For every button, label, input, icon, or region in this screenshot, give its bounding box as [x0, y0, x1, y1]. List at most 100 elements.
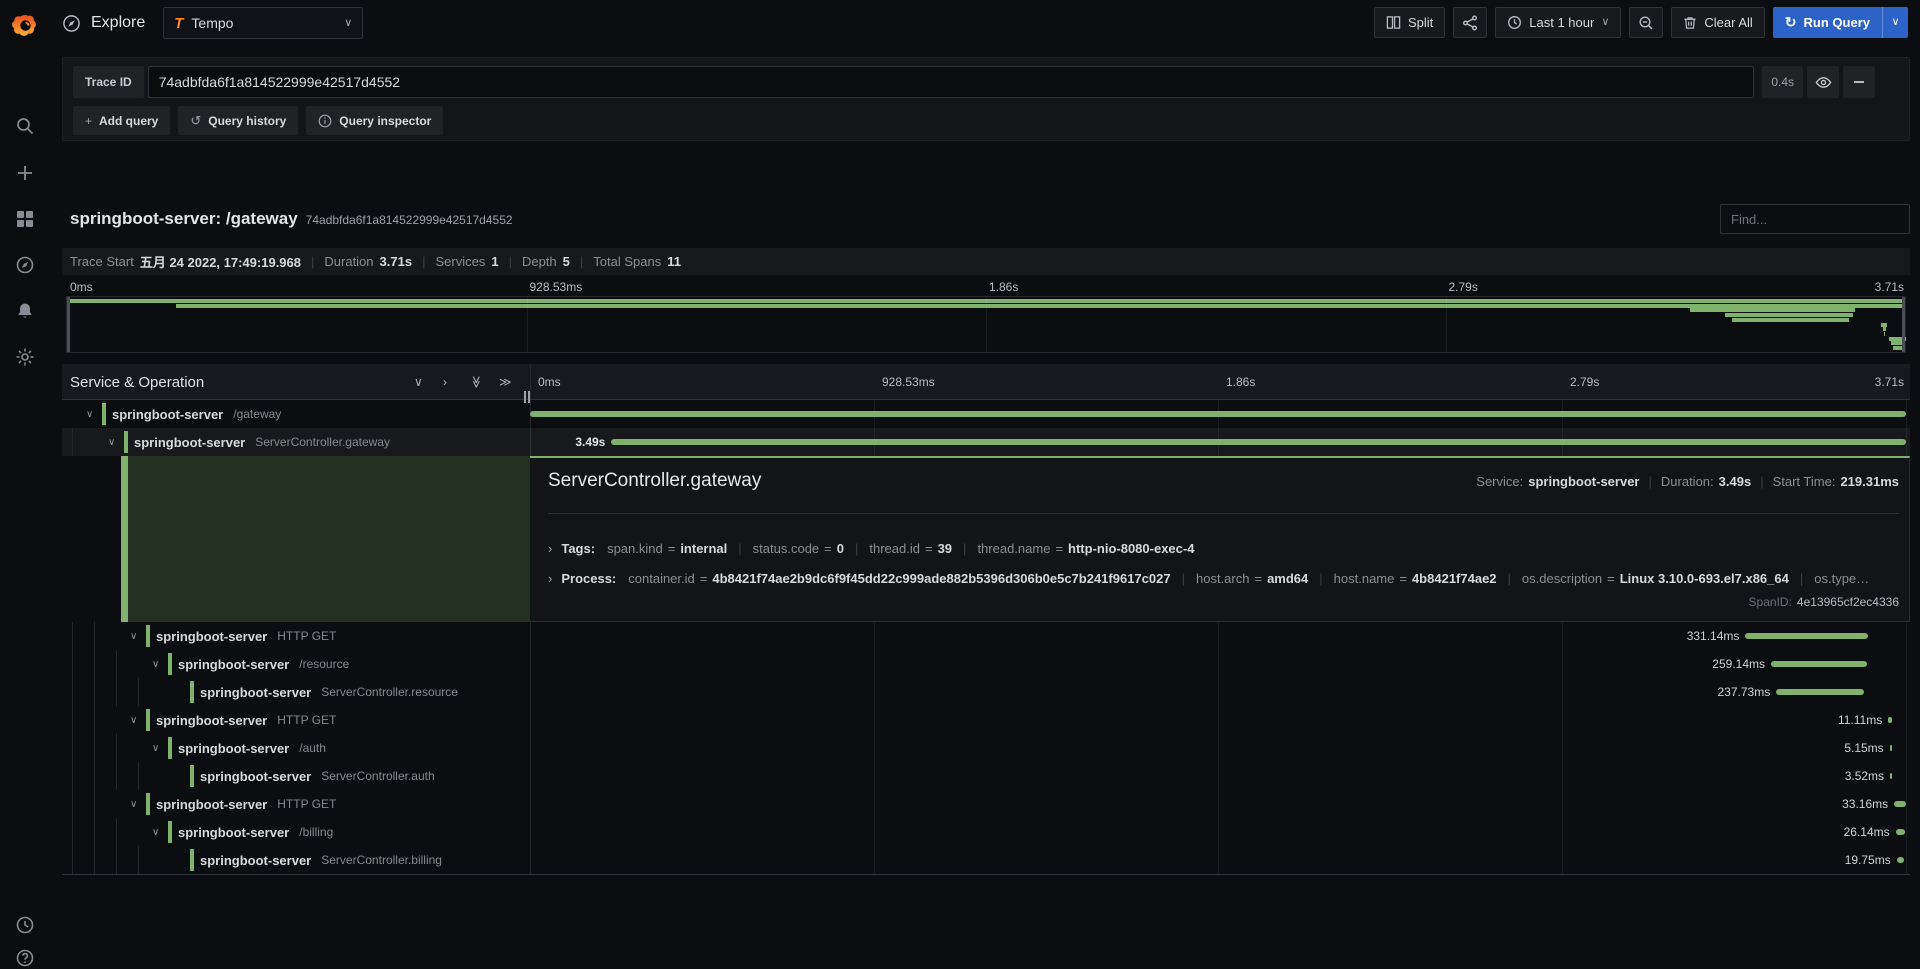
chevron-down-icon[interactable]: ∨ — [130, 798, 138, 810]
chevron-down-icon[interactable]: ∨ — [86, 408, 94, 420]
chevron-down-icon[interactable]: ∨ — [130, 714, 138, 726]
span-service-name[interactable]: springboot-server/resource — [178, 656, 350, 672]
datasource-name: Tempo — [191, 15, 234, 31]
alerting-bell-icon[interactable] — [0, 294, 50, 328]
chevron-down-icon[interactable]: ∨ — [152, 742, 160, 754]
span-row[interactable]: ∨ springboot-server/auth 5.15ms — [62, 734, 1910, 762]
span-row[interactable]: springboot-server ServerController.billin… — [62, 846, 1910, 874]
span-duration-label: 5.15ms — [1844, 741, 1884, 755]
chevron-right-icon[interactable]: › — [548, 571, 553, 586]
grafana-logo[interactable] — [0, 10, 50, 44]
collapse-all-icon[interactable]: ≫ — [469, 375, 484, 389]
span-row[interactable]: ∨ springboot-server HTTP GET 33.16ms — [62, 790, 1910, 818]
span-service-name[interactable]: springboot-server ServerController.billin… — [200, 852, 442, 868]
chevron-down-icon[interactable]: ∨ — [130, 630, 138, 642]
column-resizer-grip[interactable] — [524, 391, 530, 403]
kv-pair: container.id = 4b8421f74ae2b9dc6f9f45dd22c… — [628, 571, 1171, 586]
dashboards-icon[interactable] — [0, 202, 50, 236]
span-row[interactable]: ∨ springboot-server/resource 259.14ms — [62, 650, 1910, 678]
span-service-name[interactable]: springboot-server/gateway — [112, 406, 282, 422]
minimap-left-handle[interactable] — [67, 297, 70, 352]
span-row[interactable]: ∨ springboot-server HTTP GET 11.11ms — [62, 706, 1910, 734]
span-operation-name: HTTP GET — [277, 713, 337, 727]
trace-id-input[interactable] — [147, 66, 1755, 98]
span-service-name[interactable]: springboot-server/auth — [178, 740, 326, 756]
zoom-out-button[interactable] — [1629, 7, 1664, 38]
clear-all-button[interactable]: Clear All — [1671, 7, 1765, 38]
expand-all-icon[interactable]: ≫ — [499, 375, 512, 389]
chevron-down-icon[interactable]: ∨ — [152, 826, 160, 838]
create-plus-icon[interactable] — [0, 156, 50, 190]
span-row[interactable]: ∨ springboot-server HTTP GET 331.14ms — [62, 622, 1910, 650]
toggle-visibility-button[interactable] — [1807, 66, 1839, 98]
expand-one-icon[interactable]: › — [443, 375, 447, 389]
server-admin-icon[interactable] — [0, 908, 50, 942]
run-query-button[interactable]: ↻ Run Query ∨ — [1772, 7, 1908, 38]
query-inspector-button[interactable]: Query inspector — [306, 106, 444, 135]
span-service-name[interactable]: springboot-server/billing — [178, 824, 334, 840]
span-duration-bar[interactable] — [1776, 689, 1865, 695]
datasource-picker[interactable]: T Tempo ∨ — [163, 7, 364, 39]
span-operation-name: /resource — [299, 657, 350, 671]
tree-indent-guide — [72, 622, 73, 650]
chevron-down-icon[interactable]: ∨ — [108, 436, 116, 448]
chevron-right-icon[interactable]: › — [548, 541, 553, 556]
span-duration-label: 331.14ms — [1686, 629, 1740, 643]
collapse-one-icon[interactable]: ∨ — [414, 375, 423, 389]
span-service-name[interactable]: springboot-server HTTP GET — [156, 628, 337, 644]
span-service-name[interactable]: springboot-server HTTP GET — [156, 796, 337, 812]
tree-indent-guide — [116, 650, 117, 678]
span-row[interactable]: springboot-server ServerController.auth 3.… — [62, 762, 1910, 790]
run-query-caret[interactable]: ∨ — [1882, 7, 1908, 38]
minimap-gridline — [1445, 297, 1447, 352]
axis-tick-label: 3.71s — [1874, 280, 1904, 294]
minus-icon — [1854, 81, 1864, 83]
timeline-header: Service & Operation ∨ › ≫ ≫ 0ms 928.53ms 1… — [62, 364, 1910, 400]
span-tags-row[interactable]: › Tags: span.kind = internal | status.code = 0… — [548, 541, 1195, 556]
axis-tick-label: 2.79s — [1448, 280, 1478, 294]
help-icon[interactable] — [0, 941, 50, 969]
remove-query-button[interactable] — [1843, 66, 1875, 98]
explore-compass-icon[interactable] — [0, 248, 50, 282]
find-input[interactable] — [1720, 204, 1910, 234]
divider: | — [422, 254, 426, 269]
split-button[interactable]: Split — [1373, 7, 1446, 38]
minimap-right-handle[interactable] — [1902, 297, 1905, 352]
span-process-row[interactable]: › Process: container.id = 4b8421f74ae2b9dc… — [548, 571, 1870, 586]
tree-indent-guide — [72, 790, 73, 818]
span-duration-bar[interactable] — [1770, 661, 1868, 667]
span-duration-bar[interactable] — [611, 439, 1906, 445]
kv-pair: span.kind = internal — [607, 541, 728, 556]
configuration-gear-icon[interactable] — [0, 340, 50, 374]
column-divider — [530, 364, 531, 399]
span-service-name[interactable]: springboot-server ServerController.auth — [200, 768, 435, 784]
span-duration-bar[interactable] — [1889, 745, 1892, 751]
tree-indent-guide — [94, 734, 95, 762]
span-duration-bar[interactable] — [1890, 773, 1893, 779]
span-duration-bar[interactable] — [530, 411, 1906, 417]
chevron-down-icon[interactable]: ∨ — [152, 658, 160, 670]
span-duration-bar[interactable] — [1896, 857, 1905, 863]
trace-minimap[interactable] — [66, 296, 1906, 353]
span-duration-bar[interactable] — [1745, 633, 1869, 639]
span-color-accent — [124, 431, 128, 453]
time-range-picker[interactable]: Last 1 hour ∨ — [1495, 7, 1622, 38]
query-history-button[interactable]: ↺ Query history — [178, 106, 299, 135]
span-row[interactable]: ∨ springboot-server ServerController.gatew… — [62, 428, 1910, 456]
trace-id-label: Trace ID — [73, 66, 144, 98]
span-service-name[interactable]: springboot-server HTTP GET — [156, 712, 337, 728]
share-shortlink-button[interactable] — [1453, 7, 1488, 38]
minimap-gridline — [526, 297, 528, 352]
minimap-axis: 0ms 928.53ms 1.86s 2.79s 3.71s — [62, 280, 1910, 295]
span-service-name[interactable]: springboot-server ServerController.resour… — [200, 684, 458, 700]
span-duration-bar[interactable] — [1894, 801, 1907, 807]
span-duration-bar[interactable] — [1888, 717, 1893, 723]
search-icon[interactable] — [0, 109, 50, 143]
span-row[interactable]: ∨ springboot-server/billing 26.14ms — [62, 818, 1910, 846]
span-row[interactable]: springboot-server ServerController.resour… — [62, 678, 1910, 706]
span-service-name[interactable]: springboot-server ServerController.gatewa… — [134, 434, 390, 450]
add-query-button[interactable]: + Add query — [73, 106, 171, 135]
span-duration-bar[interactable] — [1895, 829, 1906, 835]
span-row[interactable]: ∨ springboot-server/gateway — [62, 400, 1910, 428]
minimap-span-bar — [67, 299, 1905, 303]
